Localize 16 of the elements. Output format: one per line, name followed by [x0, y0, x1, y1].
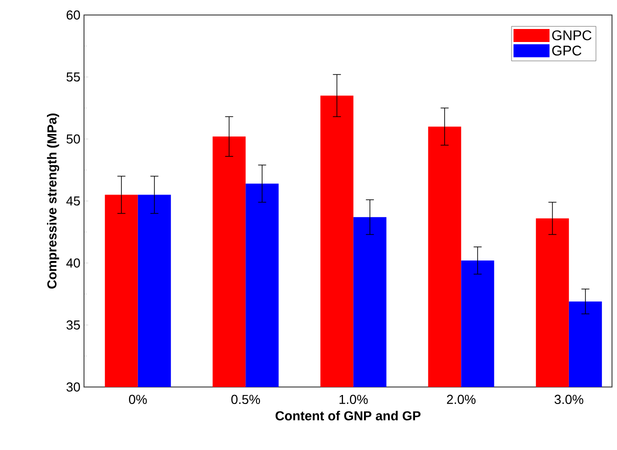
y-axis-title: Compressive strength (MPa) — [46, 114, 60, 289]
y-tick-label: 40 — [66, 258, 80, 268]
y-tick-label: 50 — [66, 134, 80, 144]
x-tick-label: 3.0% — [554, 394, 584, 404]
y-tick-label: 60 — [66, 10, 80, 20]
y-tick-label: 45 — [66, 196, 80, 206]
legend-label: GNPC — [552, 30, 592, 40]
x-axis-title: Content of GNP and GP — [276, 410, 421, 420]
x-tick-label: 2.0% — [446, 394, 476, 404]
y-tick-label: 30 — [66, 382, 80, 392]
x-tick-label: 0.5% — [231, 394, 260, 404]
y-tick-label: 55 — [66, 72, 80, 82]
x-tick-label: 0% — [128, 394, 147, 404]
x-tick-label: 1.0% — [340, 394, 368, 404]
y-tick-label: 35 — [66, 320, 80, 330]
legend-label: GPC — [552, 46, 582, 56]
